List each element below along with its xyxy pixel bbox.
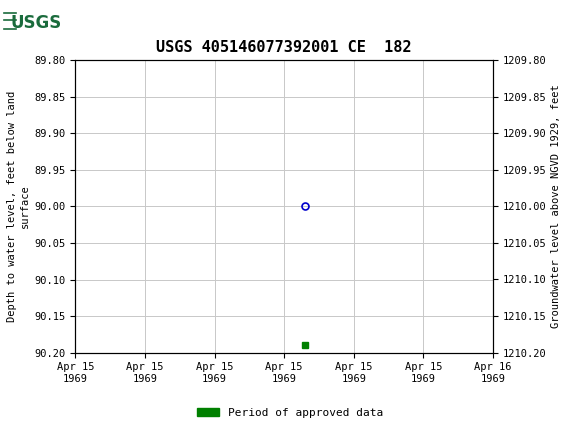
Title: USGS 405146077392001 CE  182: USGS 405146077392001 CE 182 [157, 40, 412, 55]
FancyBboxPatch shape [3, 3, 70, 42]
Y-axis label: Depth to water level, feet below land
surface: Depth to water level, feet below land su… [7, 91, 30, 322]
Text: USGS: USGS [11, 14, 62, 31]
Legend: Period of approved data: Period of approved data [193, 403, 387, 422]
Y-axis label: Groundwater level above NGVD 1929, feet: Groundwater level above NGVD 1929, feet [550, 85, 561, 328]
